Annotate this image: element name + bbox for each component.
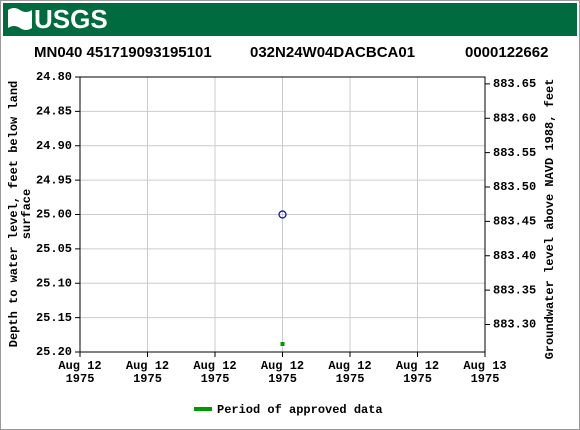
y-tick-label: 24.95 <box>36 173 72 187</box>
data-point <box>278 210 287 219</box>
x-tick-label: 1975 <box>471 372 500 386</box>
x-tick-label: Aug 12 <box>328 359 371 373</box>
logo: USGS <box>8 4 108 34</box>
x-tick-label: Aug 12 <box>58 359 101 373</box>
y-axis-label: surface <box>20 189 34 239</box>
y2-tick-label: 883.60 <box>493 111 536 125</box>
title-part: MN040 451719093195101 <box>34 44 212 61</box>
y-tick-label: 25.15 <box>36 311 72 325</box>
header-bar <box>3 3 577 36</box>
logo-text: USGS <box>34 4 108 34</box>
legend-label: Period of approved data <box>217 403 383 417</box>
x-tick-label: Aug 12 <box>396 359 439 373</box>
x-tick-label: Aug 12 <box>126 359 169 373</box>
x-tick-label: Aug 12 <box>193 359 236 373</box>
x-tick-label: 1975 <box>66 372 95 386</box>
y2-tick-label: 883.45 <box>493 215 536 229</box>
plot-border <box>79 76 486 353</box>
x-tick-label: Aug 12 <box>261 359 304 373</box>
y2-tick-label: 883.35 <box>493 283 536 297</box>
title-part: 032N24W04DACBCA01 <box>250 44 415 61</box>
x-tick-label: 1975 <box>403 372 432 386</box>
title-part: 0000122662 <box>465 44 548 61</box>
y-axis-label: Depth to water level, feet below land <box>7 81 21 347</box>
y-tick-label: 24.85 <box>36 105 72 119</box>
y2-tick-label: 883.65 <box>493 77 536 91</box>
y-tick-label: 25.00 <box>36 208 72 222</box>
x-tick-label: 1975 <box>336 372 365 386</box>
y2-tick-label: 883.50 <box>493 180 536 194</box>
y2-tick-label: 883.40 <box>493 249 536 263</box>
y-tick-label: 25.10 <box>36 276 72 290</box>
y2-axis-label: Groundwater level above NAVD 1988, feet <box>543 79 557 360</box>
x-tick-label: 1975 <box>201 372 230 386</box>
x-tick-label: Aug 13 <box>463 359 506 373</box>
x-tick-label: 1975 <box>133 372 162 386</box>
y-tick-label: 24.80 <box>36 70 72 84</box>
y2-tick-label: 883.55 <box>493 146 536 160</box>
y-tick-label: 25.20 <box>36 345 72 359</box>
logo-wave <box>8 8 32 30</box>
x-tick-label: 1975 <box>268 372 297 386</box>
approved-period-marker <box>280 342 285 346</box>
y2-tick-label: 883.30 <box>493 318 536 332</box>
y-tick-label: 24.90 <box>36 139 72 153</box>
y-tick-label: 25.05 <box>36 242 72 256</box>
